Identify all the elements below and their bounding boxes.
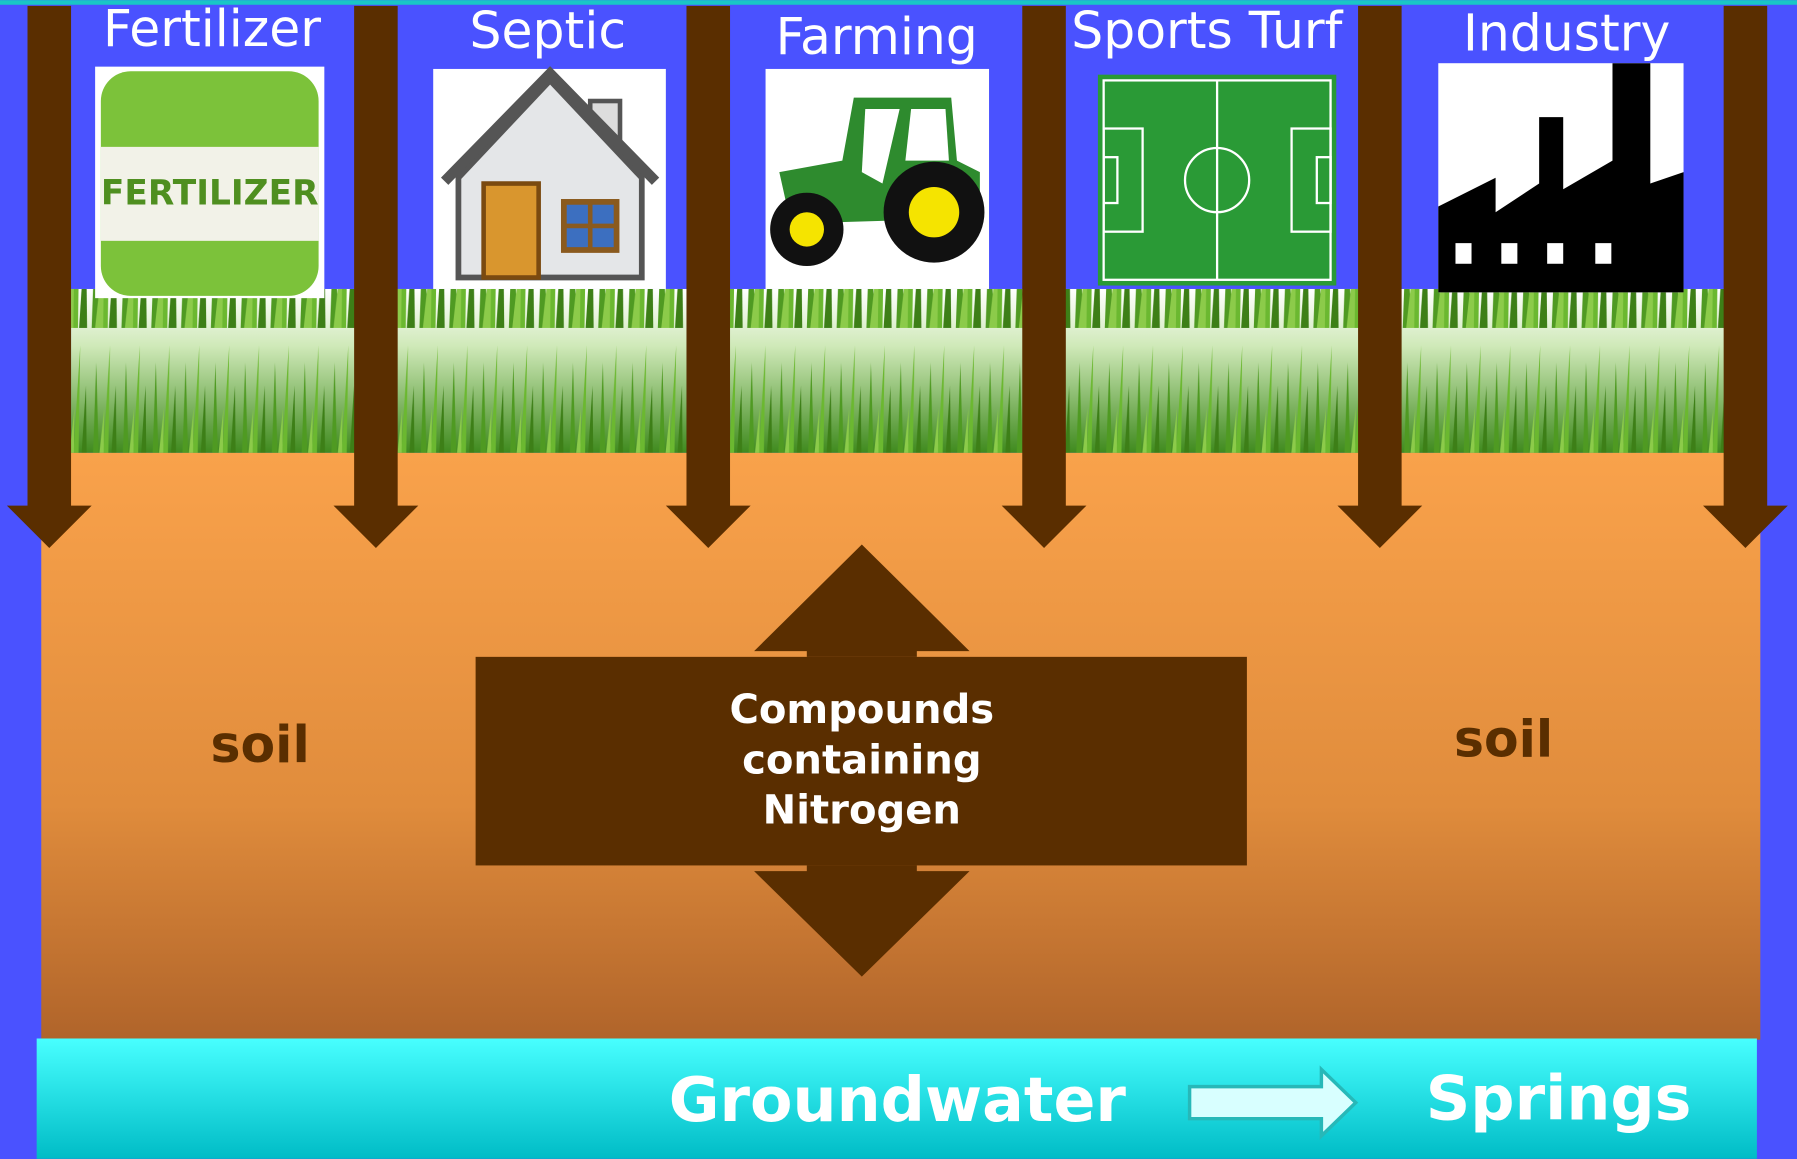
fertilizer-icon: FERTILIZER (95, 67, 324, 299)
soil-label: soil (1454, 709, 1553, 768)
house-icon (433, 69, 666, 289)
groundwater-label: Groundwater (669, 1064, 1127, 1136)
source-label: Fertilizer (103, 0, 321, 58)
tractor-icon (766, 69, 989, 289)
source-label: Farming (776, 7, 978, 66)
diagram: FERTILIZER (0, 0, 1797, 1159)
sports-field-icon (1098, 75, 1336, 286)
grass-blades (71, 289, 1725, 453)
center-text: containing (742, 737, 981, 783)
source-label: Septic (470, 1, 626, 60)
soil-label: soil (211, 715, 310, 774)
center-text: Nitrogen (763, 788, 961, 834)
springs-label: Springs (1426, 1063, 1692, 1135)
factory-icon (1438, 63, 1683, 292)
source-label: Sports Turf (1071, 1, 1343, 60)
page: FERTILIZER (0, 0, 1797, 1159)
center-text: Compounds (729, 687, 994, 733)
bag-label: FERTILIZER (101, 174, 319, 214)
source-label: Industry (1463, 3, 1670, 62)
